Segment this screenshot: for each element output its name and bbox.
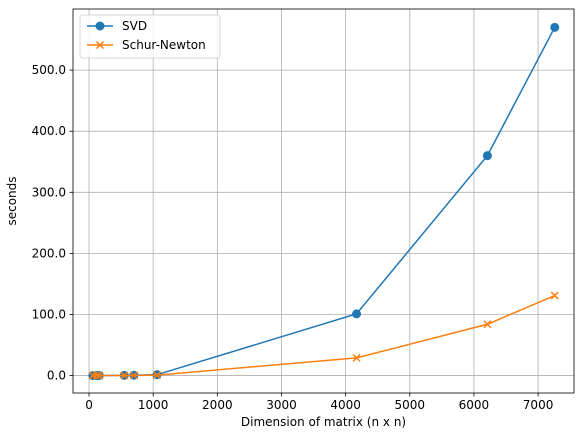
grid (73, 9, 574, 393)
x-tick-label: 6000 (459, 398, 490, 412)
y-tick-label: 500.0 (32, 63, 66, 77)
data-point (153, 371, 162, 380)
legend-item: Schur-Newton (87, 38, 206, 52)
x-tick-label: 7000 (523, 398, 554, 412)
data-point (352, 353, 361, 362)
y-tick-label: 200.0 (32, 246, 66, 260)
data-point (95, 40, 105, 50)
x-tick-label: 5000 (395, 398, 426, 412)
data-point (129, 371, 138, 380)
ticks: 0 1000 2000 3000 4000 5000 6000 7000 0.0 100.0 200… (32, 63, 554, 412)
y-axis-label: seconds (5, 176, 19, 225)
data-point (95, 371, 104, 380)
x-tick-label: 2000 (202, 398, 233, 412)
legend-box (79, 14, 221, 59)
series-line (92, 294, 556, 377)
data-point (483, 320, 492, 329)
y-tick-label: 100.0 (32, 307, 66, 321)
series-schur-newton (88, 291, 559, 380)
x-tick-label: 3000 (266, 398, 297, 412)
data-point (352, 309, 362, 319)
data-point (550, 22, 560, 32)
series-layer (88, 22, 560, 381)
data-point (482, 151, 492, 161)
data-point (120, 371, 129, 380)
x-axis-label: Dimension of matrix (n x n) (241, 415, 406, 429)
legend-item: SVD (87, 19, 147, 33)
legend-label: Schur-Newton (122, 38, 206, 52)
x-tick-label: 0 (85, 398, 93, 412)
plot-frame (72, 8, 575, 394)
x-tick-label: 1000 (138, 398, 169, 412)
data-point (95, 21, 105, 31)
legend: SVD Schur-Newton (79, 14, 221, 59)
data-point (92, 371, 101, 380)
data-point (550, 291, 559, 300)
x-tick-label: 4000 (330, 398, 361, 412)
y-tick-label: 0.0 (47, 369, 66, 383)
y-tick-label: 300.0 (32, 185, 66, 199)
legend-label: SVD (122, 19, 147, 33)
y-tick-label: 400.0 (32, 124, 66, 138)
